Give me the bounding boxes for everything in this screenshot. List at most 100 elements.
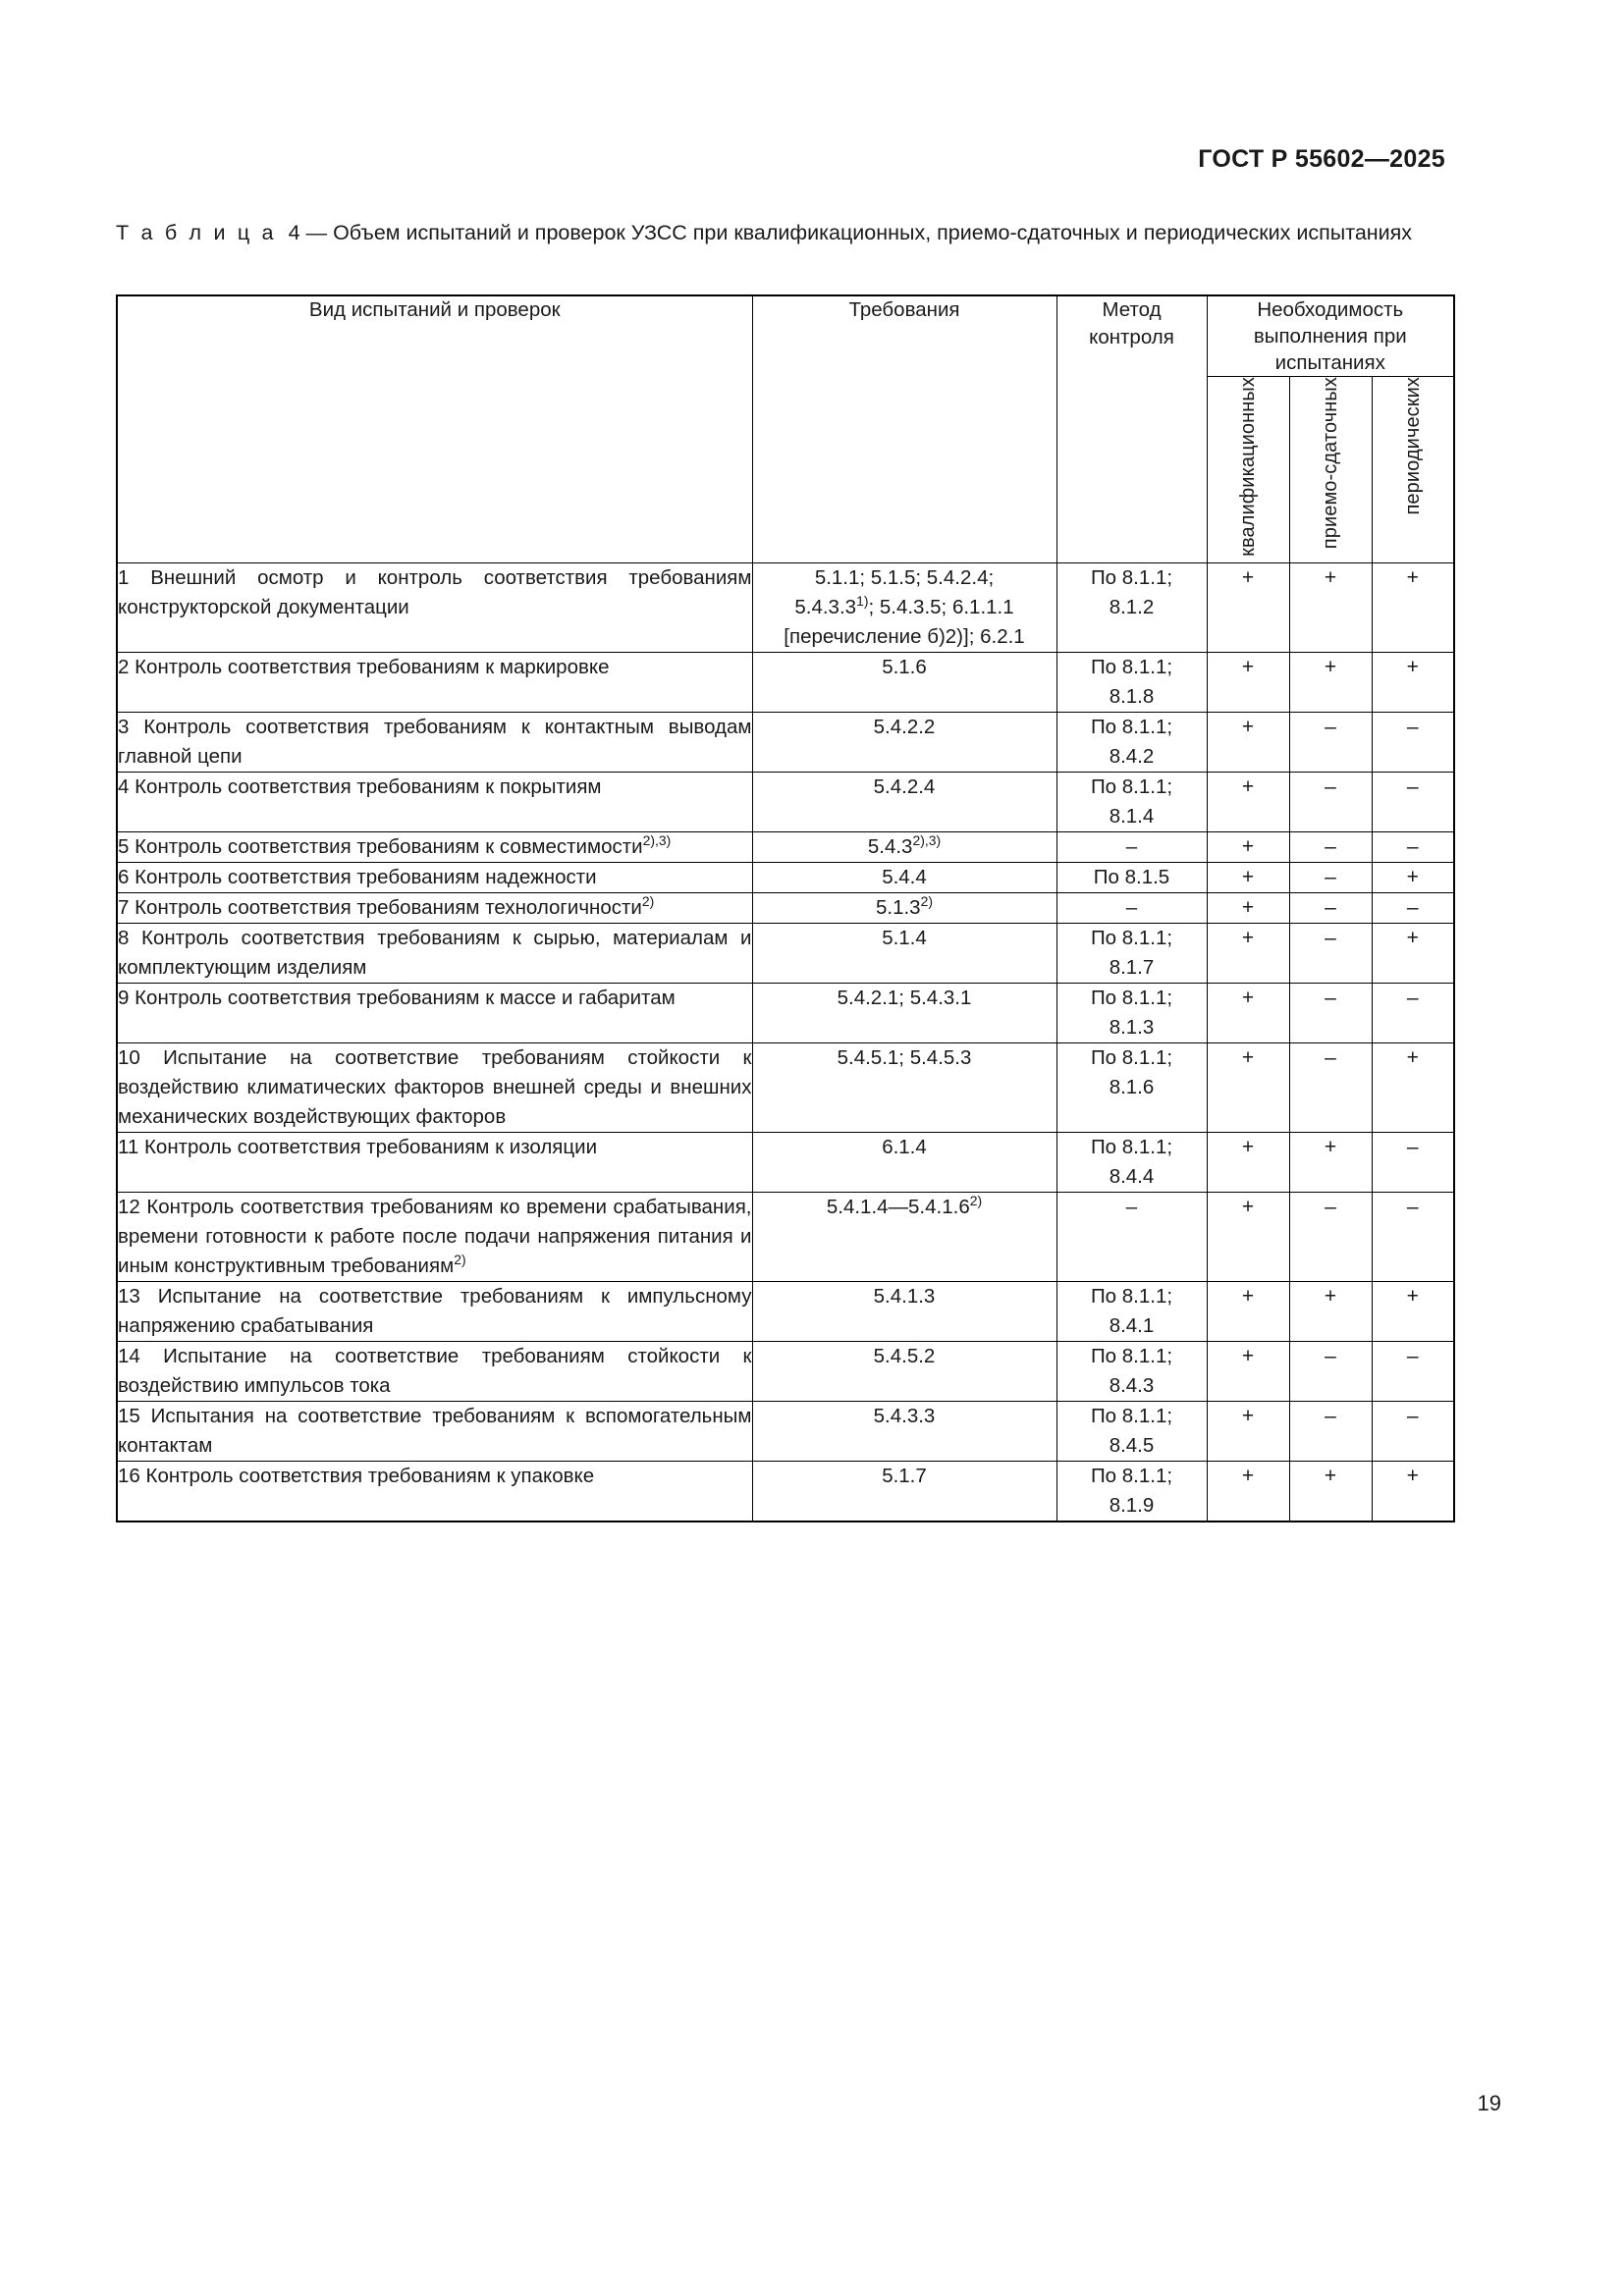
- cell-mark-qualification: +: [1206, 982, 1290, 1043]
- cell-method: По 8.1.1; 8.4.3: [1056, 1340, 1208, 1402]
- cell-requirements: 5.4.1.3: [751, 1280, 1057, 1342]
- table-row: 5 Контроль соответствия требованиям к со…: [116, 830, 1455, 863]
- cell-mark-periodic: +: [1371, 1460, 1455, 1522]
- cell-mark-acceptance: –: [1288, 1041, 1373, 1133]
- cell-method: По 8.1.1; 8.1.7: [1056, 922, 1208, 984]
- table-head-row-1: Вид испытаний и проверок Требования Мето…: [116, 294, 1455, 563]
- header-sub-qualification-label: квалификационных: [1237, 377, 1259, 557]
- cell-mark-acceptance: +: [1288, 561, 1373, 653]
- table-caption-dash: —: [305, 221, 328, 244]
- cell-mark-acceptance: +: [1288, 651, 1373, 713]
- cell-test-name: 16 Контроль соответствия требованиям к у…: [116, 1460, 753, 1522]
- cell-requirements: 5.4.32),3): [751, 830, 1057, 863]
- table-head: Вид испытаний и проверок Требования Мето…: [116, 294, 1455, 563]
- table-caption-label: Т а б л и ц а: [116, 221, 277, 244]
- cell-method: –: [1056, 1191, 1208, 1282]
- cell-mark-periodic: –: [1371, 711, 1455, 773]
- cell-test-name: 8 Контроль соответствия требованиям к сы…: [116, 922, 753, 984]
- cell-test-name: 9 Контроль соответствия требованиям к ма…: [116, 982, 753, 1043]
- cell-mark-periodic: –: [1371, 982, 1455, 1043]
- table-row: 16 Контроль соответствия требованиям к у…: [116, 1460, 1455, 1522]
- cell-mark-qualification: +: [1206, 711, 1290, 773]
- cell-method: По 8.1.1; 8.4.1: [1056, 1280, 1208, 1342]
- cell-method: –: [1056, 891, 1208, 924]
- cell-mark-acceptance: +: [1288, 1460, 1373, 1522]
- cell-mark-periodic: +: [1371, 922, 1455, 984]
- cell-method: По 8.1.1; 8.1.3: [1056, 982, 1208, 1043]
- table-row: 3 Контроль соответствия требованиям к ко…: [116, 711, 1455, 773]
- cell-method: По 8.1.1; 8.4.2: [1056, 711, 1208, 773]
- cell-requirements: 5.1.4: [751, 922, 1057, 984]
- cell-method: –: [1056, 830, 1208, 863]
- header-col-name: Вид испытаний и проверок: [116, 294, 753, 563]
- table-row: 14 Испытание на соответствие требованиям…: [116, 1340, 1455, 1402]
- cell-requirements: 6.1.4: [751, 1131, 1057, 1193]
- table-row: 12 Контроль соответствия требованиям ко …: [116, 1191, 1455, 1282]
- cell-mark-qualification: +: [1206, 1041, 1290, 1133]
- cell-mark-acceptance: –: [1288, 861, 1373, 893]
- cell-mark-acceptance: +: [1288, 1280, 1373, 1342]
- header-sub-acceptance: приемо-сдаточных: [1288, 376, 1373, 563]
- cell-mark-qualification: +: [1206, 891, 1290, 924]
- cell-test-name: 13 Испытание на соответствие требованиям…: [116, 1280, 753, 1342]
- table-body: 1 Внешний осмотр и контроль соответствия…: [116, 561, 1455, 1522]
- cell-test-name: 7 Контроль соответствия требованиям техн…: [116, 891, 753, 924]
- cell-requirements: 5.4.2.2: [751, 711, 1057, 773]
- cell-mark-qualification: +: [1206, 561, 1290, 653]
- table-row: 1 Внешний осмотр и контроль соответствия…: [116, 561, 1455, 653]
- cell-test-name: 11 Контроль соответствия требованиям к и…: [116, 1131, 753, 1193]
- table-row: 9 Контроль соответствия требованиям к ма…: [116, 982, 1455, 1043]
- cell-mark-acceptance: –: [1288, 1340, 1373, 1402]
- cell-mark-periodic: –: [1371, 1131, 1455, 1193]
- cell-mark-qualification: +: [1206, 1280, 1290, 1342]
- cell-requirements: 5.1.6: [751, 651, 1057, 713]
- header-group-necessity: Необходимость выполнения при испытаниях: [1206, 294, 1455, 377]
- table-row: 4 Контроль соответствия требованиям к по…: [116, 771, 1455, 832]
- cell-requirements: 5.4.2.4: [751, 771, 1057, 832]
- cell-requirements: 5.1.7: [751, 1460, 1057, 1522]
- cell-mark-periodic: –: [1371, 1340, 1455, 1402]
- header-sub-acceptance-label: приемо-сдаточных: [1320, 377, 1341, 550]
- cell-requirements: 5.1.1; 5.1.5; 5.4.2.4; 5.4.3.31); 5.4.3.5…: [751, 561, 1057, 653]
- table-caption-text: Объем испытаний и проверок УЗСС при квал…: [333, 221, 1413, 244]
- table-caption: Т а б л и ц а 4 — Объем испытаний и пров…: [116, 218, 1510, 248]
- cell-mark-periodic: –: [1371, 771, 1455, 832]
- cell-mark-acceptance: –: [1288, 982, 1373, 1043]
- cell-mark-qualification: +: [1206, 1131, 1290, 1193]
- cell-mark-qualification: +: [1206, 1191, 1290, 1282]
- cell-test-name: 4 Контроль соответствия требованиям к по…: [116, 771, 753, 832]
- cell-test-name: 15 Испытания на соответствие требованиям…: [116, 1400, 753, 1462]
- cell-mark-acceptance: –: [1288, 1191, 1373, 1282]
- cell-requirements: 5.4.5.1; 5.4.5.3: [751, 1041, 1057, 1133]
- cell-requirements: 5.4.3.3: [751, 1400, 1057, 1462]
- cell-mark-periodic: –: [1371, 1191, 1455, 1282]
- cell-mark-acceptance: –: [1288, 711, 1373, 773]
- page-number: 19: [1477, 2091, 1501, 2115]
- standard-header: ГОСТ Р 55602—2025: [1198, 145, 1445, 173]
- cell-test-name: 6 Контроль соответствия требованиям наде…: [116, 861, 753, 893]
- cell-mark-periodic: –: [1371, 891, 1455, 924]
- cell-requirements: 5.4.1.4—5.4.1.62): [751, 1191, 1057, 1282]
- cell-method: По 8.1.1; 8.1.2: [1056, 561, 1208, 653]
- cell-test-name: 3 Контроль соответствия требованиям к ко…: [116, 711, 753, 773]
- cell-mark-periodic: +: [1371, 1041, 1455, 1133]
- header-col-requirements: Требования: [751, 294, 1057, 563]
- table-row: 11 Контроль соответствия требованиям к и…: [116, 1131, 1455, 1193]
- tests-scope-table: Вид испытаний и проверок Требования Мето…: [116, 294, 1456, 1522]
- cell-test-name: 12 Контроль соответствия требованиям ко …: [116, 1191, 753, 1282]
- table-row: 10 Испытание на соответствие требованиям…: [116, 1041, 1455, 1133]
- table-row: 8 Контроль соответствия требованиям к сы…: [116, 922, 1455, 984]
- header-col-method-label: Метод контроля: [1089, 298, 1174, 348]
- header-col-method: Метод контроля: [1056, 294, 1208, 563]
- table-row: 6 Контроль соответствия требованиям наде…: [116, 861, 1455, 893]
- cell-mark-qualification: +: [1206, 1460, 1290, 1522]
- header-sub-periodic-label: периодических: [1401, 377, 1424, 515]
- cell-mark-acceptance: –: [1288, 830, 1373, 863]
- cell-mark-qualification: +: [1206, 830, 1290, 863]
- cell-method: По 8.1.1; 8.4.4: [1056, 1131, 1208, 1193]
- cell-test-name: 5 Контроль соответствия требованиям к со…: [116, 830, 753, 863]
- cell-mark-acceptance: +: [1288, 1131, 1373, 1193]
- cell-method: По 8.1.1; 8.4.5: [1056, 1400, 1208, 1462]
- cell-method: По 8.1.1; 8.1.6: [1056, 1041, 1208, 1133]
- cell-requirements: 5.4.4: [751, 861, 1057, 893]
